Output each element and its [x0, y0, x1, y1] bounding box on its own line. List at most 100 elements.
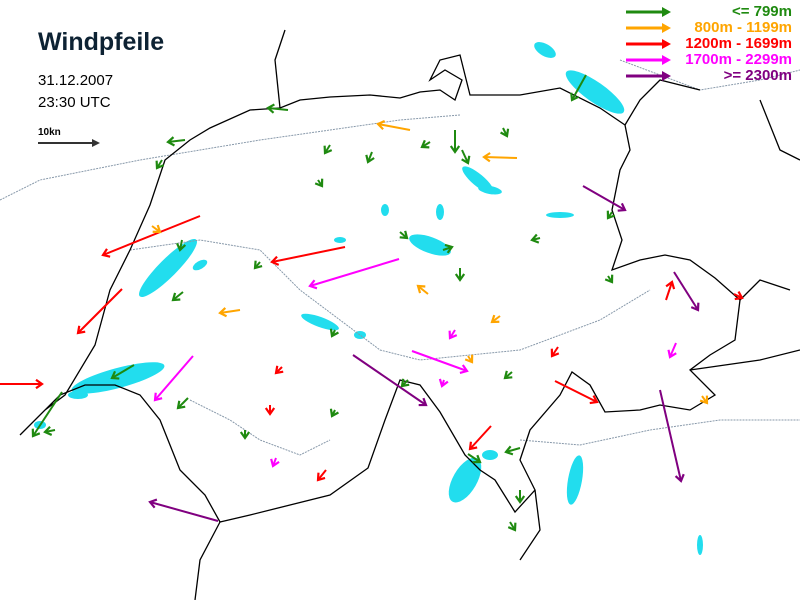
- wind-arrow: [400, 378, 410, 388]
- wind-arrow: [43, 425, 56, 436]
- legend-item: 1200m - 1699m: [624, 36, 792, 52]
- wind-arrow: [490, 314, 501, 324]
- lake: [534, 42, 556, 58]
- wind-arrow: [411, 350, 469, 374]
- wind-arrow: [274, 365, 284, 375]
- legend-arrow-icon: [626, 55, 671, 65]
- lake: [192, 259, 208, 271]
- legend-arrow-icon: [626, 23, 671, 33]
- lake: [482, 450, 498, 460]
- wind-arrow: [570, 74, 587, 102]
- wind-arrow: [438, 378, 449, 388]
- lake: [436, 204, 444, 220]
- lake: [565, 70, 625, 114]
- wind-arrow: [151, 224, 162, 234]
- wind-arrow: [316, 469, 327, 482]
- wind-arrow: [416, 284, 429, 295]
- wind-arrow: [76, 288, 123, 335]
- wind-arrow: [606, 210, 616, 220]
- wind-arrow: [153, 355, 194, 402]
- wind-arrow: [148, 498, 219, 522]
- wind-arrow: [270, 457, 280, 468]
- wind-arrow: [176, 397, 189, 410]
- scale-label: 10kn: [38, 127, 61, 138]
- legend-item: <= 799m: [624, 4, 792, 20]
- lake: [301, 313, 339, 331]
- country-borders: [19, 29, 800, 600]
- wind-arrow: [673, 271, 700, 312]
- wind-arrow: [507, 521, 517, 532]
- lake: [478, 185, 502, 195]
- wind-arrow: [308, 258, 400, 290]
- wind-arrow: [442, 243, 454, 254]
- wind-arrow: [101, 215, 201, 258]
- legend: <= 799m 800m - 1199m 1200m - 1699m 1700m - …: [624, 4, 792, 84]
- wind-arrow: [365, 151, 375, 164]
- wind-arrow: [376, 119, 411, 131]
- lake: [334, 237, 346, 243]
- wind-arrow: [503, 370, 513, 380]
- legend-item: 800m - 1199m: [624, 20, 792, 36]
- wind-arrow: [329, 328, 339, 338]
- wind-arrow: [329, 408, 339, 418]
- wind-arrow: [667, 342, 677, 359]
- time-label: 23:30 UTC: [38, 94, 111, 111]
- lake: [697, 535, 703, 555]
- legend-label: <= 799m: [731, 3, 792, 20]
- lake: [409, 234, 451, 256]
- lake: [566, 455, 584, 505]
- wind-arrow: [31, 391, 63, 438]
- wind-arrow: [449, 130, 461, 154]
- wind-arrow: [467, 453, 482, 464]
- wind-arrow: [550, 346, 560, 358]
- lake: [381, 204, 389, 216]
- wind-arrow: [420, 139, 431, 149]
- wind-arrow: [266, 103, 289, 114]
- legend-item: 1700m - 2299m: [624, 52, 792, 68]
- wind-arrow: [468, 425, 492, 451]
- wind-arrow: [323, 144, 333, 155]
- legend-arrow-icon: [626, 39, 671, 49]
- wind-arrow: [659, 389, 685, 483]
- wind-arrow: [504, 445, 521, 456]
- map-title: Windpfeile: [38, 28, 165, 56]
- wind-arrow: [699, 395, 709, 405]
- lake: [68, 391, 88, 399]
- wind-arrow: [582, 185, 627, 212]
- wind-arrow: [110, 364, 135, 380]
- wind-arrow: [399, 230, 409, 240]
- wind-arrow: [554, 380, 599, 405]
- lake: [448, 457, 482, 503]
- lake: [139, 239, 197, 297]
- wind-arrow: [448, 329, 458, 340]
- wind-arrow: [166, 136, 186, 147]
- wind-arrow: [264, 405, 276, 416]
- wind-arrow: [253, 260, 263, 270]
- wind-arrow: [530, 233, 541, 244]
- wind-arrow: [155, 159, 165, 170]
- legend-label: 1200m - 1699m: [685, 35, 792, 52]
- wind-arrow: [454, 268, 466, 282]
- wind-arrow: [514, 490, 526, 504]
- lakes: [34, 42, 703, 555]
- legend-label: 1700m - 2299m: [685, 51, 792, 68]
- wind-arrow: [176, 239, 187, 252]
- legend-arrow-icon: [626, 7, 671, 17]
- wind-arrow: [314, 178, 324, 188]
- legend-arrow-icon: [626, 71, 671, 81]
- wind-arrow: [0, 378, 44, 390]
- wind-arrow: [171, 291, 184, 302]
- wind-arrow: [218, 307, 241, 318]
- wind-arrow: [604, 274, 614, 284]
- legend-label: 800m - 1199m: [694, 19, 792, 36]
- wind-arrow: [482, 152, 518, 163]
- wind-arrow: [352, 354, 428, 407]
- wind-arrows: [0, 74, 744, 532]
- date-label: 31.12.2007: [38, 72, 114, 89]
- wind-arrow: [464, 354, 474, 364]
- scale-arrow-icon: [38, 139, 100, 147]
- legend-label: >= 2300m: [723, 67, 792, 84]
- wind-arrow: [239, 430, 251, 440]
- wind-arrow: [665, 280, 676, 301]
